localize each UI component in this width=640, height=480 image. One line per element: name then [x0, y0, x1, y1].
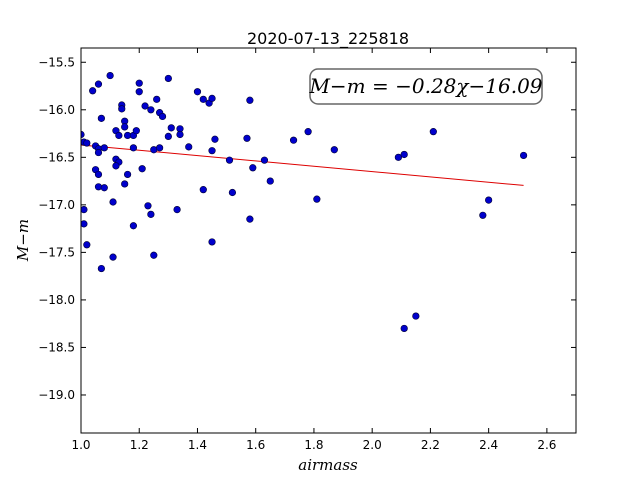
data-point: [109, 253, 117, 261]
data-point: [89, 87, 97, 95]
data-point: [81, 206, 88, 214]
plot-area: [81, 48, 576, 433]
data-point: [164, 132, 172, 141]
data-point: [394, 153, 402, 161]
data-point: [199, 95, 207, 103]
data-point: [156, 144, 164, 152]
x-tick-label: 1.4: [188, 438, 207, 452]
data-point: [129, 222, 138, 230]
y-tick-label: −19.0: [38, 388, 75, 402]
data-point: [100, 184, 108, 192]
data-point: [94, 148, 103, 157]
data-point: [147, 210, 155, 218]
data-point: [118, 105, 126, 113]
data-point: [97, 264, 105, 273]
data-point: [266, 177, 274, 185]
data-point: [479, 211, 487, 219]
data-point: [289, 136, 298, 144]
data-point: [167, 124, 175, 132]
x-tick-label: 2.4: [479, 438, 498, 452]
fit-equation: M−m = −0.28χ−16.09: [308, 74, 542, 98]
data-point: [144, 202, 152, 210]
data-point: [164, 74, 172, 83]
data-point: [94, 80, 103, 88]
data-point: [193, 88, 202, 96]
data-point: [173, 206, 181, 214]
y-tick-label: −17.5: [38, 245, 75, 259]
data-point: [485, 196, 493, 204]
y-tick-label: −18.0: [38, 293, 75, 307]
data-point: [400, 150, 408, 159]
data-point: [106, 71, 114, 80]
data-point: [81, 220, 88, 228]
y-tick-label: −17.0: [38, 198, 75, 212]
axis-ticks: [80, 48, 576, 433]
data-point: [246, 96, 254, 104]
data-point: [94, 183, 103, 191]
data-point: [135, 88, 143, 96]
data-point: [249, 164, 257, 172]
data-point: [121, 123, 129, 131]
data-point: [208, 147, 216, 155]
y-tick-label: −15.5: [38, 55, 75, 69]
y-tick-label: −16.0: [38, 103, 75, 117]
data-point: [176, 130, 184, 139]
data-point: [109, 198, 117, 206]
data-point: [83, 241, 91, 249]
data-point: [132, 127, 140, 135]
annotation-box: M−m = −0.28χ−16.09: [308, 68, 543, 105]
data-point: [123, 170, 132, 179]
data-points: [81, 71, 528, 333]
data-point: [81, 130, 85, 139]
data-point: [97, 114, 105, 122]
chart-title: 2020-07-13_225818: [247, 29, 409, 49]
data-point: [141, 102, 149, 110]
x-tick-label: 1.0: [71, 438, 90, 452]
x-tick-label: 2.0: [363, 438, 382, 452]
data-point: [519, 151, 528, 160]
data-point: [400, 324, 408, 333]
data-point: [135, 79, 143, 87]
data-point: [129, 144, 138, 152]
data-point: [304, 128, 312, 136]
data-point: [100, 144, 108, 152]
plot-content: [81, 71, 528, 333]
x-tick-label: 2.6: [537, 438, 556, 452]
data-point: [138, 165, 146, 173]
axis-tick-labels: 1.0 1.2 1.4 1.6 1.8 2.0 2.2 2.4 2.6 −15.5 −16.0 −16…: [38, 55, 556, 452]
data-point: [246, 215, 254, 223]
x-tick-label: 1.6: [246, 438, 265, 452]
y-axis-label: M−m: [14, 219, 32, 262]
plot-frame: [80, 47, 577, 434]
data-point: [199, 186, 207, 194]
data-point: [185, 143, 193, 151]
data-point: [115, 131, 123, 140]
data-point: [211, 135, 219, 143]
data-point: [94, 170, 103, 179]
data-point: [330, 146, 338, 154]
data-point: [228, 188, 237, 197]
data-point: [121, 180, 129, 188]
x-tick-label: 2.2: [421, 438, 440, 452]
data-point: [147, 106, 155, 114]
x-tick-label: 1.8: [304, 438, 323, 452]
data-point: [150, 251, 158, 259]
data-point: [208, 94, 216, 102]
data-point: [260, 156, 269, 164]
data-point: [412, 312, 420, 320]
y-tick-label: −18.5: [38, 340, 75, 354]
data-point: [153, 95, 161, 103]
y-tick-label: −16.5: [38, 150, 75, 164]
data-point: [429, 128, 437, 136]
data-point: [313, 195, 321, 203]
data-point: [243, 134, 251, 142]
data-point: [83, 139, 91, 147]
data-point: [208, 238, 216, 246]
x-tick-label: 1.2: [130, 438, 149, 452]
x-axis-label: airmass: [298, 456, 358, 474]
data-point: [225, 156, 234, 164]
data-point: [112, 162, 120, 170]
data-point: [158, 112, 167, 121]
